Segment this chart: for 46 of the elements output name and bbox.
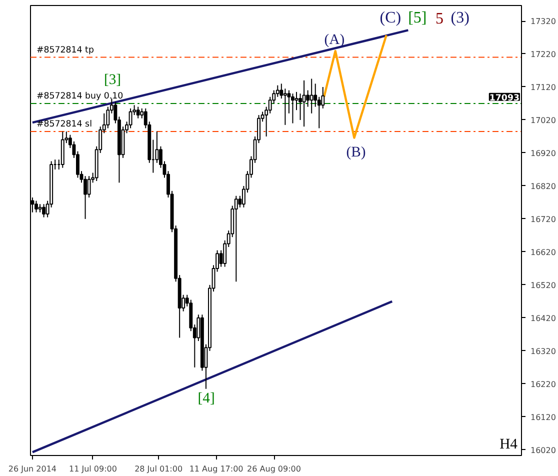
- candlestick: [87, 176, 91, 198]
- y-tick-label: 16820: [530, 182, 556, 191]
- annotation: (C): [380, 10, 402, 27]
- annotation: (3): [450, 10, 470, 27]
- annotation: (A): [324, 32, 345, 48]
- candlestick: [302, 80, 306, 128]
- candlestick: [234, 195, 238, 282]
- x-tick-label: 26 Jun 2014: [8, 464, 57, 474]
- annotation: 17093: [489, 93, 520, 104]
- x-tick-label: 11 Jul 09:00: [68, 464, 117, 474]
- x-tick-label: 26 Aug 09:00: [247, 464, 302, 474]
- y-tick-label: 17320: [530, 17, 556, 26]
- candlestick: [310, 78, 314, 114]
- y-tick-label: 16720: [530, 214, 556, 224]
- y-tick-label: 17120: [530, 82, 556, 92]
- annotation: [3]: [104, 72, 122, 88]
- ref-line-label: #8572814 tp: [36, 45, 94, 56]
- candlestick: [34, 200, 38, 213]
- candlestick: [136, 106, 140, 119]
- y-tick-label: 16420: [530, 314, 556, 323]
- candlestick: [294, 91, 298, 111]
- annotation: (B): [346, 144, 366, 161]
- ref-line-label: #8572814 sl: [36, 120, 92, 130]
- annotation: 5: [436, 10, 444, 28]
- x-tick-label: 28 Jul 01:00: [134, 464, 183, 474]
- candlestick: [306, 90, 310, 108]
- y-tick-label: 16220: [530, 380, 556, 389]
- y-tick-label: 16520: [530, 280, 556, 290]
- y-tick-label: 16920: [530, 148, 556, 158]
- y-tick-label: 17020: [530, 116, 556, 125]
- line-series: [322, 34, 388, 139]
- candlestick: [283, 88, 287, 126]
- y-tick-label: 16320: [530, 346, 556, 356]
- x-tick-label: 11 Aug 17:00: [189, 464, 244, 474]
- candlestick: [298, 93, 302, 120]
- annotation: [5]: [408, 10, 427, 27]
- y-tick-label: 16620: [530, 248, 556, 257]
- candlestick: [42, 204, 46, 218]
- y-tick-label: 16020: [530, 446, 556, 455]
- candlestick: [291, 93, 294, 124]
- y-tick-label: 17220: [530, 50, 556, 59]
- candlestick: [128, 108, 132, 129]
- y-tick-label: 16120: [530, 412, 556, 422]
- annotation: [4]: [198, 390, 215, 406]
- annotation: H4: [500, 436, 518, 452]
- ref-line-label: #8572814 buy 0.10: [36, 91, 124, 102]
